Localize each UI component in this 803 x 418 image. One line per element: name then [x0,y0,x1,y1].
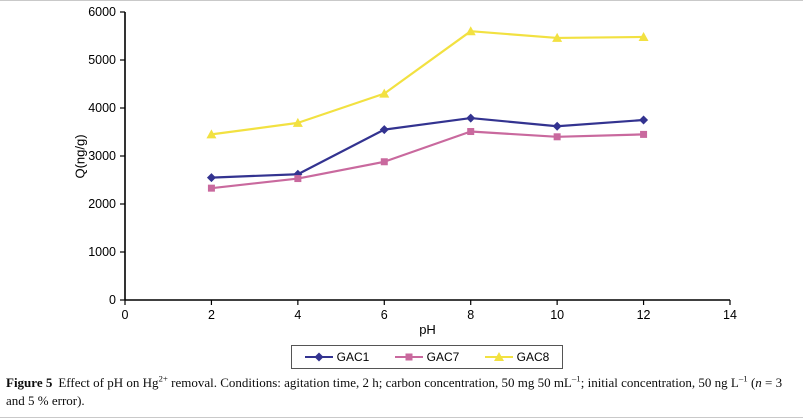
caption-sup: –1 [738,373,748,384]
square-marker-icon [207,184,215,192]
figure-label: Figure 5 [6,375,53,390]
x-tick-label: 8 [467,308,474,322]
triangle-marker-icon [638,31,649,41]
y-tick-label: 3000 [88,149,116,163]
gac8-triangle-marker-icon [484,352,513,361]
y-tick-label: 6000 [88,5,116,19]
legend-label-gac1: GAC1 [336,350,370,364]
chart-plot: 0 1000 2000 3000 4000 5000 6000 0 2 4 6 8 10 12 14 [88,5,737,322]
caption-sup: –1 [571,373,581,384]
square-marker-icon [380,158,388,166]
square-marker-icon [294,175,302,183]
legend-entry-gac8: GAC8 [484,350,550,364]
series-line-gac1 [210,116,645,179]
x-tick-label: 4 [294,308,301,322]
x-tick-label: 10 [550,308,564,322]
gac1-diamond-marker-icon [304,352,333,362]
x-tick-label: 2 [208,308,215,322]
caption-text: ; initial concentration, 50 ng L [580,375,739,390]
triangle-marker-icon [206,129,217,139]
diamond-marker-icon [379,125,389,135]
diamond-marker-icon [314,352,324,362]
series-line-gac7 [210,130,645,190]
square-marker-icon [405,353,413,361]
legend-entry-gac7: GAC7 [394,350,460,364]
x-axis-title: pH [419,322,436,337]
caption-text: Effect of pH on Hg [58,375,159,390]
square-marker-icon [467,128,475,136]
top-divider [0,0,803,1]
y-tick-label: 2000 [88,197,116,211]
caption-text: = 3 and 5 % error). [6,375,783,409]
x-tick-label: 6 [381,308,388,322]
figure-caption: Figure 5 Effect of pH on Hg2+ removal. Co… [6,374,798,410]
legend-entry-gac1: GAC1 [304,350,370,364]
x-tick-label: 14 [723,308,737,322]
legend-label-gac7: GAC7 [426,350,460,364]
y-tick-label: 0 [109,293,116,307]
diamond-marker-icon [639,115,649,125]
caption-italic-n: n [755,375,762,390]
series-line-gac8 [210,30,645,136]
y-axis-title-wrap: Q(ng/g) [68,12,92,300]
triangle-marker-icon [493,352,504,361]
caption-sup: 2+ [158,373,168,384]
x-tick-label: 12 [637,308,651,322]
triangle-marker-icon [552,32,563,42]
y-axis-title: Q(ng/g) [72,133,88,179]
triangle-marker-icon [292,117,303,127]
legend-label-gac8: GAC8 [516,350,550,364]
square-marker-icon [553,133,561,141]
x-tick-label: 0 [122,308,129,322]
triangle-marker-icon [379,88,390,98]
diamond-marker-icon [466,113,476,123]
triangle-marker-icon [465,26,476,36]
y-tick-label: 4000 [88,101,116,115]
gac7-square-marker-icon [394,353,423,361]
y-tick-label: 1000 [88,245,116,259]
y-tick-label: 5000 [88,53,116,67]
diamond-marker-icon [206,173,216,183]
diamond-marker-icon [552,121,562,131]
caption-text: removal. Conditions: agitation time, 2 h… [167,375,572,390]
caption-text: ( [747,375,756,390]
legend: GAC1 GAC7 GAC8 [291,345,563,369]
square-marker-icon [640,130,648,138]
